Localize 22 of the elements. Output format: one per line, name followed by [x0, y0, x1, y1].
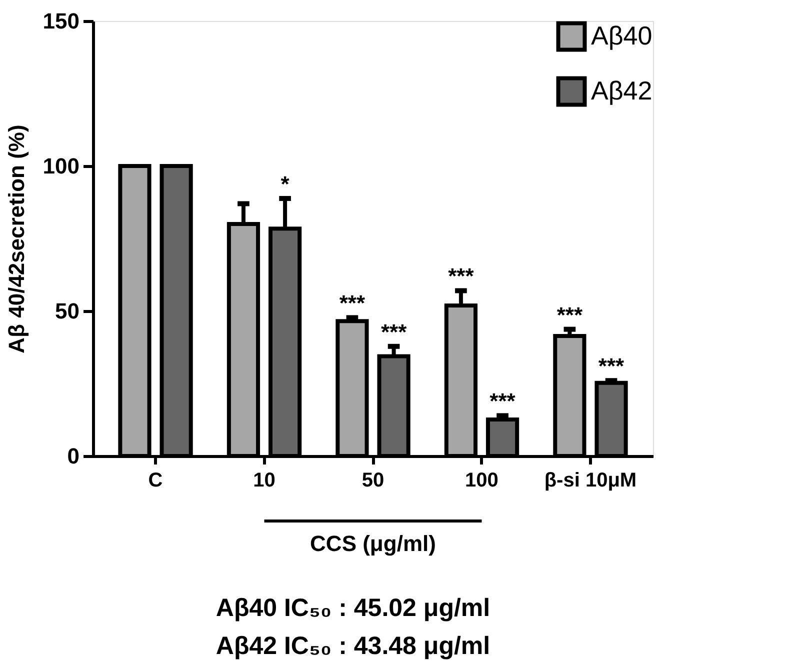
x-axis-title: CCS (μg/ml) — [310, 531, 436, 556]
data-label: *** — [598, 354, 625, 379]
y-axis-title: Aβ 40/42secretion (%) — [4, 124, 29, 354]
data-label: *** — [556, 302, 583, 328]
data-label: *** — [490, 388, 516, 414]
x-tick-label: 100 — [465, 470, 498, 492]
y-tick-label: 150 — [42, 8, 80, 34]
y-tick-label: 50 — [55, 298, 80, 324]
data-label: * — [280, 171, 290, 196]
x-tick-label: 10 — [253, 470, 276, 492]
data-label: *** — [448, 264, 474, 289]
x-tick-label: C — [148, 470, 163, 492]
x-tick-label: β-si 10μM — [544, 470, 637, 492]
y-tick-label: 100 — [42, 154, 80, 178]
legend-label: Aβ40 — [591, 20, 652, 50]
data-label: *** — [339, 290, 366, 316]
y-tick-label: 0 — [67, 444, 80, 468]
data-label: *** — [380, 319, 408, 344]
text: Aβ42 IC₅₀ : 43.48 μg/ml — [216, 632, 490, 660]
text: Aβ40 IC₅₀ : 45.02 μg/ml — [216, 594, 490, 622]
x-tick-label: 50 — [362, 470, 384, 492]
legend-label: Aβ42 — [591, 76, 652, 106]
